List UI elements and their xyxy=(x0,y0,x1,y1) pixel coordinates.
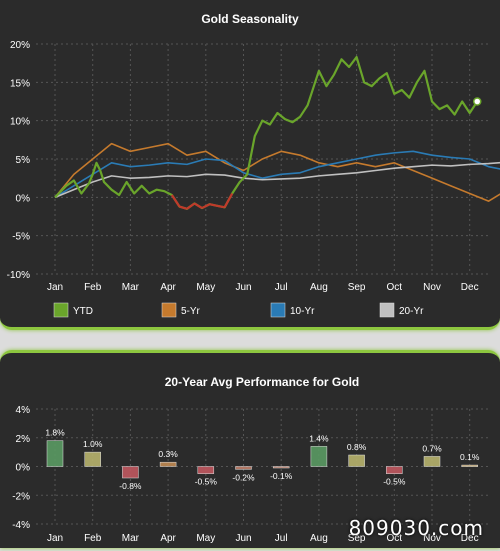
avg-performance-chart: 20-Year Avg Performance for Gold 4% 2% 0% -2… xyxy=(12,375,490,544)
bar xyxy=(386,466,403,474)
x-tick-label: Aug xyxy=(310,533,328,544)
legend-label: YTD xyxy=(73,306,93,317)
ytd-negative-segment xyxy=(201,203,211,210)
x-tick-label: Jul xyxy=(275,282,288,293)
bar-value-label: 0.8% xyxy=(347,442,367,452)
x-tick-label: Jan xyxy=(47,533,63,544)
ytd-negative-segment xyxy=(216,204,225,209)
series-line-5-Yr xyxy=(54,142,500,202)
bar-value-label: 0.3% xyxy=(158,449,178,459)
chart-title: Gold Seasonality xyxy=(201,12,299,26)
bar-value-label: 1.8% xyxy=(45,428,65,438)
legend-swatch xyxy=(53,302,69,318)
x-tick-label: Apr xyxy=(160,533,176,544)
bar-value-label: -0.2% xyxy=(232,472,255,482)
ytd-end-marker xyxy=(472,97,482,106)
x-tick-label: Dec xyxy=(461,282,479,293)
seasonality-chart: Gold Seasonality 20% 15% 10% 5% 0% -5% -10% Jan F… xyxy=(7,12,500,318)
chart-title: 20-Year Avg Performance for Gold xyxy=(165,375,360,389)
y-tick-label: 20% xyxy=(10,40,30,51)
bar-value-label: 1.0% xyxy=(83,439,103,449)
x-tick-label: Sep xyxy=(348,533,366,544)
series-line-20-Yr xyxy=(54,161,500,199)
ytd-negative-segment xyxy=(179,205,188,210)
bar xyxy=(235,466,252,470)
x-tick-label: Feb xyxy=(84,533,102,544)
y-tick-label: -10% xyxy=(7,270,30,281)
x-tick-label: Jun xyxy=(235,282,251,293)
bar-value-label: 0.7% xyxy=(422,443,442,453)
ytd-negative-segment xyxy=(223,192,234,208)
ytd-negative-segment xyxy=(209,203,218,207)
legend-swatch xyxy=(270,302,286,318)
series-line-10-Yr xyxy=(54,150,500,199)
bar-value-label: 1.4% xyxy=(309,433,329,443)
y-tick-label: 5% xyxy=(16,155,31,166)
bar-value-label: -0.5% xyxy=(195,477,218,487)
y-tick-label: 10% xyxy=(10,117,30,128)
series-line-YTD xyxy=(54,55,479,210)
bar-value-label: -0.1% xyxy=(270,471,293,481)
y-tick-label: -2% xyxy=(12,491,30,502)
legend-swatch xyxy=(379,302,395,318)
bar xyxy=(348,454,365,467)
bar xyxy=(46,440,64,467)
y-tick-label: 0% xyxy=(16,193,31,204)
seasonality-panel: Gold Seasonality 20% 15% 10% 5% 0% -5% -10% Jan F… xyxy=(0,0,500,330)
x-tick-label: Nov xyxy=(423,533,441,544)
x-tick-label: Sep xyxy=(348,282,366,293)
legend-label: 10-Yr xyxy=(290,306,315,317)
bar xyxy=(423,456,441,467)
bar xyxy=(272,466,290,469)
x-tick-label: Nov xyxy=(423,282,441,293)
y-tick-label: 4% xyxy=(16,405,31,416)
bar xyxy=(159,461,177,467)
x-tick-label: Apr xyxy=(160,282,176,293)
bar xyxy=(461,464,478,467)
ytd-negative-segment xyxy=(170,194,181,208)
bar xyxy=(122,466,139,479)
bar xyxy=(197,466,215,474)
x-tick-label: May xyxy=(196,533,215,544)
bar xyxy=(84,451,101,467)
x-tick-label: Mar xyxy=(122,282,140,293)
bar-value-label: -0.5% xyxy=(383,477,406,487)
bar-value-label: 0.1% xyxy=(460,452,480,462)
legend-swatch xyxy=(161,302,177,318)
y-tick-label: -4% xyxy=(12,520,30,531)
x-tick-label: Mar xyxy=(122,533,140,544)
legend-label: 5-Yr xyxy=(181,306,201,317)
ytd-negative-segment xyxy=(193,202,203,210)
bar-value-label: -0.8% xyxy=(119,481,142,491)
avg-performance-panel: 20-Year Avg Performance for Gold 4% 2% 0% -2… xyxy=(0,350,500,548)
bar xyxy=(310,446,328,467)
y-tick-label: -5% xyxy=(12,232,30,243)
x-tick-label: Jul xyxy=(275,533,288,544)
x-tick-label: May xyxy=(196,282,215,293)
x-tick-label: Oct xyxy=(387,282,403,293)
y-tick-label: 0% xyxy=(16,463,31,474)
x-tick-label: Feb xyxy=(84,282,102,293)
watermark: 809030.com xyxy=(348,516,484,540)
x-tick-label: Jun xyxy=(235,533,251,544)
y-tick-label: 15% xyxy=(10,78,30,89)
legend-label: 20-Yr xyxy=(399,306,424,317)
y-tick-label: 2% xyxy=(16,434,31,445)
x-tick-label: Jan xyxy=(47,282,63,293)
x-tick-label: Aug xyxy=(310,282,328,293)
x-tick-label: Oct xyxy=(387,533,403,544)
x-tick-label: Dec xyxy=(461,533,479,544)
ytd-negative-segment xyxy=(186,202,196,210)
